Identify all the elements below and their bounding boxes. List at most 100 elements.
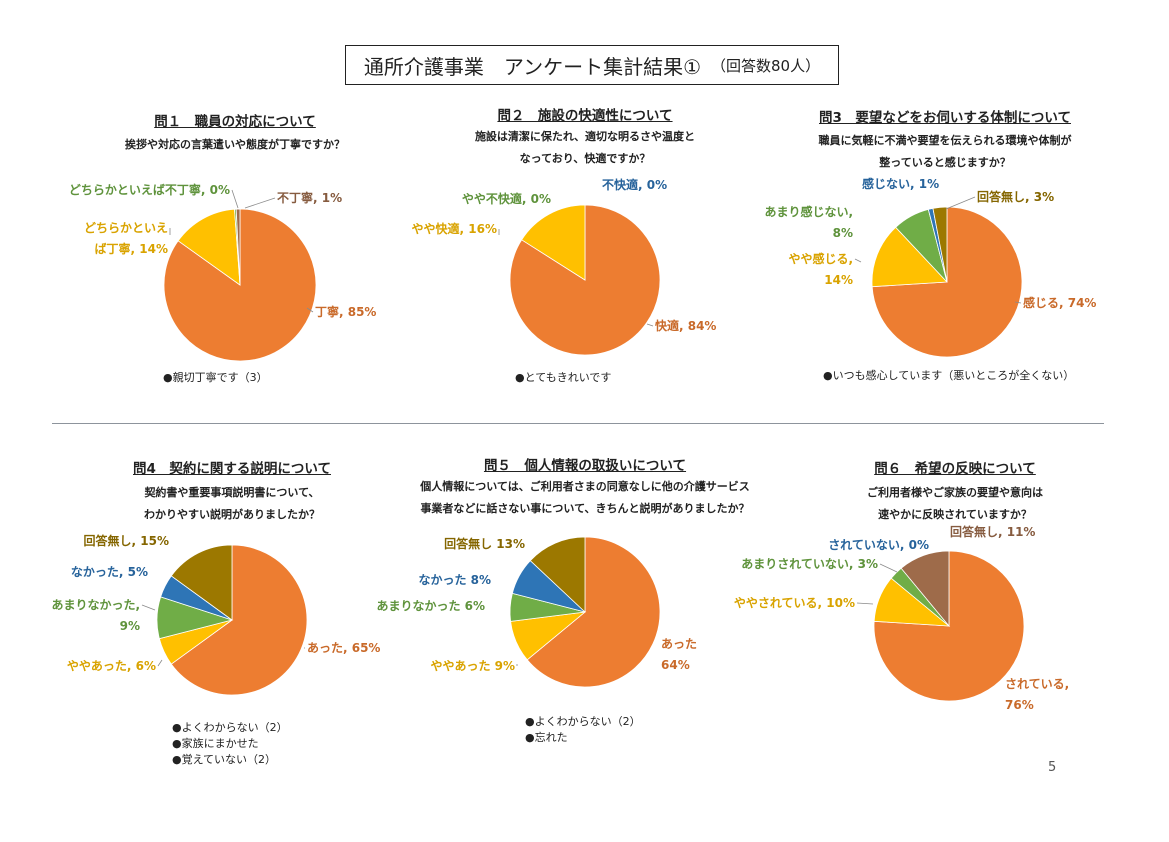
comment-item: ●親切丁寧です（3） [163,371,268,384]
page-subtitle: （回答数80人） [711,56,821,75]
comment-list: ●よくわからない（2） ●忘れた [525,714,641,746]
pie-chart-panel-1: 問１ 職員の対応について挨拶や対応の言葉遣いや態度が丁寧ですか？ 丁寧, 85% ど… [45,102,425,492]
slice-label: なかった 8% [418,573,491,587]
slice-label: あまりなかった, [51,598,140,612]
chart-title: 問4 契約に関する説明について [133,461,331,477]
page-title-box: 通所介護事業 アンケート集計結果① （回答数80人） [345,45,839,85]
comment-item: ●覚えていない（2） [172,753,277,766]
slice-label: やや不快適, 0% [462,191,551,206]
chart-question-line: 挨拶や対応の言葉遣いや態度が丁寧ですか？ [125,138,345,151]
leader-line [945,196,976,210]
comment-item: ●とてもきれいです [515,371,612,384]
slice-label: 不丁寧, 1% [277,190,342,205]
slice-label: なかった, 5% [71,565,148,579]
chart-question-line: 契約書や重要事項説明書について、 [144,486,320,499]
chart-question-line: ご利用者様やご家族の要望や意向は [867,486,1043,499]
comment-item: ●いつも感心しています（悪いところが全くない） [823,369,1075,382]
chart-question-line: 職員に気軽に不満や要望を伝えられる環境や体制が [818,134,1072,147]
pie-chart-panel-6: 問６ 希望の反映について ご利用者様やご家族の要望や意向は 速やかに反映されています… [734,452,1145,842]
pie-chart-panel-2: 問２ 施設の快適性について施設は清潔に保たれ、適切な明るさや温度と なっており、快… [395,102,775,492]
chart-title: 問６ 希望の反映について [874,461,1036,477]
pie-chart: されている, 76% ややされている, 10% あまりされていない, 3% されていない… [734,524,1069,712]
leader-line [1014,301,1022,304]
page-title: 通所介護事業 アンケート集計結果① [363,54,702,79]
leader-line [854,258,862,263]
pie-chart: あった, 65% ややあった, 6% あまりなかった, 9% なかった, 5% 回答無し,… [51,533,380,696]
slice-label: 14% [824,273,853,287]
slice-label: 回答無し, 15% [84,533,169,548]
slice-label: 感じない, 1% [862,176,939,191]
comment-item: ●よくわからない（2） [525,715,641,728]
pie-chart-panel-3: 問3 要望などをお伺いする体制について 職員に気軽に不満や要望を伝えられる環境や体… [755,102,1135,492]
slice-label: 8% [833,226,853,240]
pie-slice [900,550,950,628]
chart-title: 問１ 職員の対応について [154,114,316,130]
slice-label: どちらかといえ [84,221,168,235]
comment-item: ●よくわからない（2） [172,721,288,734]
leader-line [646,323,654,327]
comment-list: ●とてもきれいです [515,370,611,386]
comment-list: ●よくわからない（2） ●家族にまかせた ●覚えていない（2） [172,720,288,768]
slice-label: あまりされていない, 3% [741,557,878,571]
leader-line [856,602,874,605]
pie-chart-panel-5: 問５ 個人情報の取扱いについて個人情報については、ご利用者さまの同意なしに他の介… [376,452,775,842]
slice-label: あった, 65% [307,641,380,655]
slice-label: 9% [120,619,140,633]
chart-question-line: 事業者などに話さない事について、きちんと説明がありましたか？ [420,502,750,515]
slice-label: 回答無し, 3% [977,189,1054,204]
comment-item: ●家族にまかせた [172,737,259,750]
slice-label: されていない, 0% [828,538,929,552]
leader-line [244,197,276,209]
chart-question-line: 整っていると感じますか？ [879,156,1011,169]
slice-label: ややあった 9% [430,659,515,673]
pie-slice [235,208,241,286]
comment-list: ●親切丁寧です（3） [163,370,268,386]
pie-slice [526,536,661,688]
slice-label: 丁寧, 85% [315,304,376,319]
pie-slice [177,208,241,286]
pie-chart: 感じる, 74% やや感じる, 14% あまり感じない, 8% 感じない, 1% 回答無し,… [764,176,1096,358]
chart-question-line: 速やかに反映されていますか？ [878,508,1032,521]
slice-label: ややされている, 10% [734,596,855,610]
slice-label: 76% [1005,698,1034,712]
page-number: 5 [1048,760,1057,775]
leader-line [141,604,156,611]
slice-label: やや快適, 16% [412,221,497,236]
slice-label: されている, [1005,677,1069,691]
slice-label: やや感じる, [788,251,853,266]
slice-label: あまり感じない, [764,204,853,219]
comment-list: ●いつも感心しています（悪いところが全くない） [823,368,1074,384]
slice-label: 快適, 84% [655,318,716,333]
leader-line [157,659,163,667]
chart-question-line: 個人情報については、ご利用者さまの同意なしに他の介護サービス [420,480,750,493]
leader-line [306,307,314,313]
pie-slice [871,226,948,288]
slice-label: 不快適, 0% [602,177,667,192]
section-divider [52,423,1104,424]
chart-question-line: わかりやすい説明がありましたか？ [144,508,320,521]
chart-title: 問２ 施設の快適性について [497,108,673,124]
pie-slice [521,204,586,281]
pie-chart-panel-4: 問4 契約に関する説明について 契約書や重要事項説明書について、 わかりやすい説明が… [42,452,422,842]
pie-chart: 快適, 84% やや快適, 16% やや不快適, 0% 不快適, 0% [412,177,716,356]
chart-title: 問５ 個人情報の取扱いについて [483,458,687,474]
slice-label: あまりなかった 6% [376,599,485,613]
pie-slice [170,544,233,621]
pie-slice [529,536,586,613]
chart-title: 問3 要望などをお伺いする体制について [819,110,1071,126]
slice-label: 64% [661,658,690,672]
slice-label: ややあった, 6% [67,659,156,673]
chart-question-line: なっており、快適ですか？ [519,152,651,165]
comment-item: ●忘れた [525,731,568,744]
pie-slice [932,206,948,283]
slice-label: どちらかといえば不丁寧, 0% [69,182,230,197]
pie-slice [873,550,1025,702]
slice-label: 感じる, 74% [1023,295,1096,310]
slice-label: ば丁寧, 14% [95,241,168,256]
slice-label: あった [661,637,697,651]
chart-question-line: 施設は清潔に保たれ、適切な明るさや温度と [474,130,696,143]
leader-line [231,189,239,209]
pie-slice [170,544,308,696]
leader-line [879,563,898,573]
